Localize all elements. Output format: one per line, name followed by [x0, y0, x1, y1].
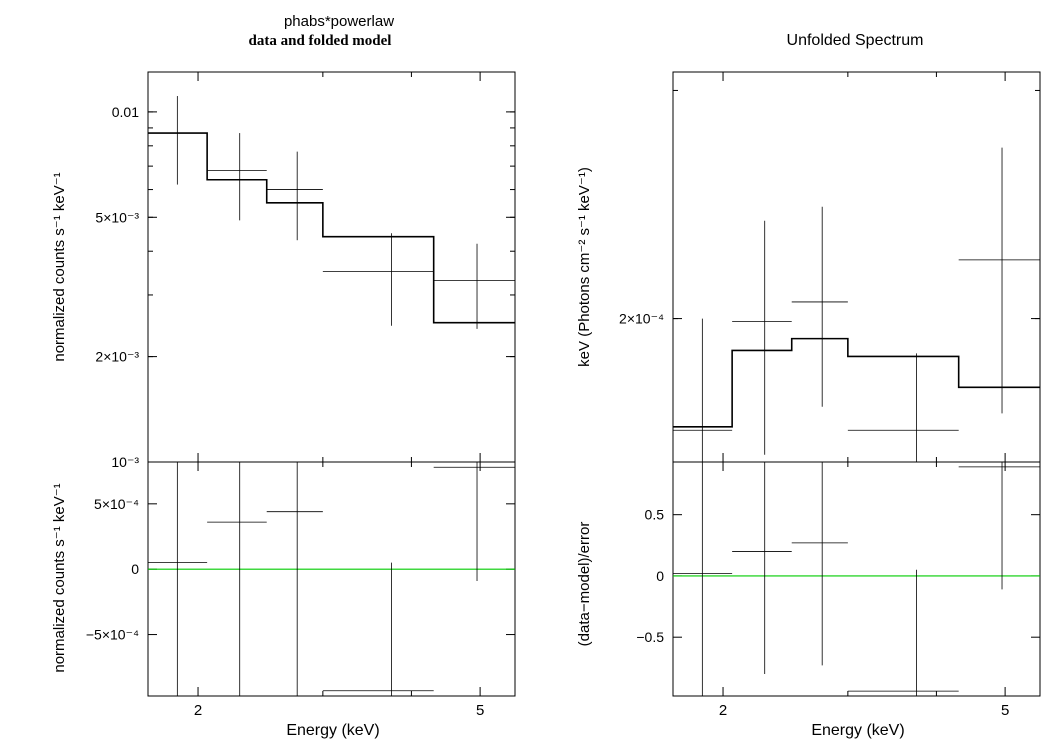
y-tick-label: −5×10⁻⁴	[86, 627, 139, 643]
y-tick-label: 0.5	[645, 507, 665, 523]
model-step-line	[148, 132, 515, 324]
y-tick-label: −0.5	[636, 629, 664, 645]
x-tick-label: 2	[719, 702, 727, 719]
x-tick-label: 2	[194, 702, 202, 719]
right-bottom-ylabel: (data−model)/error	[576, 522, 593, 647]
left-xlabel: Energy (keV)	[286, 722, 379, 739]
y-tick-label: 0	[131, 561, 139, 577]
y-tick-label: 0.01	[112, 104, 139, 120]
left-title-data: data and folded model	[249, 33, 392, 49]
model-step-line	[673, 337, 1040, 428]
panel-frame	[672, 71, 1041, 463]
left-title-model: phabs*powerlaw	[284, 13, 394, 30]
right-top-ylabel: keV (Photons cm⁻² s⁻¹ keV⁻¹)	[576, 167, 593, 367]
panel-frame	[147, 461, 516, 697]
y-tick-label: 10⁻³	[111, 454, 139, 470]
x-tick-label: 5	[476, 702, 484, 719]
left-bottom-ylabel: normalized counts s⁻¹ keV⁻¹	[51, 483, 68, 672]
panel-frame	[147, 71, 516, 463]
right-title: Unfolded Spectrum	[787, 32, 924, 49]
panel-frame	[672, 461, 1041, 697]
right-xlabel: Energy (keV)	[811, 722, 904, 739]
x-tick-label: 5	[1001, 702, 1009, 719]
y-tick-label: 5×10⁻³	[95, 209, 139, 225]
y-tick-label: 2×10⁻⁴	[619, 311, 664, 327]
y-tick-label: 2×10⁻³	[95, 349, 139, 365]
left-top-ylabel: normalized counts s⁻¹ keV⁻¹	[51, 172, 68, 361]
y-tick-label: 5×10⁻⁴	[94, 496, 139, 512]
y-tick-label: 0	[656, 568, 664, 584]
